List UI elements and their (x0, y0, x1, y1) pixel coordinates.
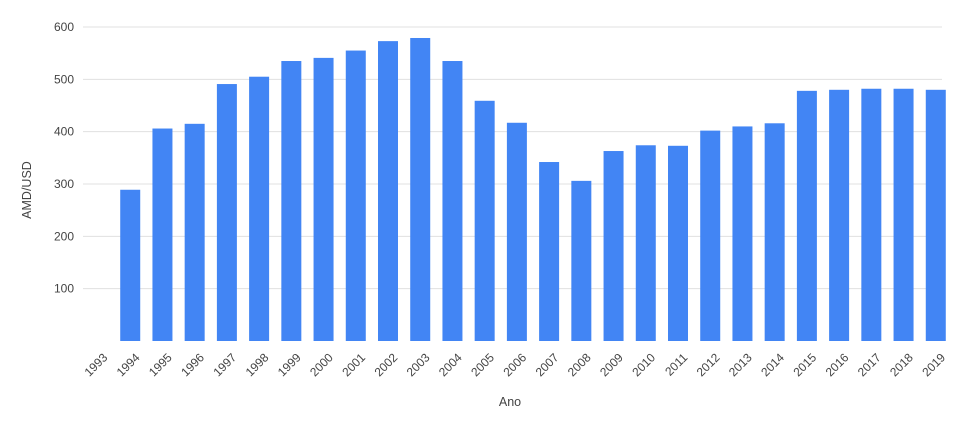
bar (378, 41, 398, 341)
bar (281, 61, 302, 342)
bar (313, 57, 334, 341)
x-axis-title: Ano (499, 395, 521, 409)
x-tick-label: 2003 (404, 350, 433, 379)
x-tick-label: 2016 (823, 350, 852, 379)
y-tick-label: 400 (54, 125, 74, 139)
x-tick-label: 2008 (565, 350, 594, 379)
y-axis-ticks: 100 200 300 400 500 600 (54, 20, 74, 296)
bar (410, 37, 431, 342)
x-tick-label: 2012 (694, 350, 723, 379)
bar (571, 180, 592, 341)
bar (893, 88, 914, 342)
x-tick-label: 1993 (82, 350, 111, 379)
x-tick-label: 2004 (436, 350, 465, 379)
y-axis-title: AMD/USD (20, 161, 34, 219)
bar (861, 88, 882, 342)
bar (700, 130, 721, 341)
x-tick-label: 2013 (726, 350, 755, 379)
bar (668, 145, 688, 341)
y-tick-label: 200 (54, 229, 74, 243)
x-tick-label: 1998 (243, 350, 272, 379)
x-tick-label: 2015 (790, 350, 819, 379)
x-tick-label: 1995 (146, 350, 175, 379)
x-tick-label: 2010 (629, 350, 658, 379)
y-tick-label: 100 (54, 282, 74, 296)
y-tick-label: 300 (54, 177, 74, 191)
x-tick-label: 1997 (210, 350, 239, 379)
bar (345, 50, 366, 342)
bar (474, 100, 495, 341)
bar (603, 151, 624, 341)
x-tick-label: 2000 (307, 350, 336, 379)
x-tick-label: 2006 (500, 350, 529, 379)
x-tick-label: 2007 (533, 350, 562, 379)
y-tick-label: 600 (54, 20, 74, 34)
x-tick-label: 1996 (178, 350, 207, 379)
x-tick-label: 2001 (339, 350, 368, 379)
bar (925, 89, 946, 341)
bar (506, 122, 527, 342)
x-tick-label: 2005 (468, 350, 497, 379)
bar (216, 84, 237, 341)
bar (152, 128, 173, 341)
x-tick-label: 2019 (919, 350, 948, 379)
x-tick-label: 2014 (758, 350, 787, 379)
bar (635, 145, 656, 341)
x-tick-label: 2018 (887, 350, 916, 379)
y-tick-label: 500 (54, 72, 74, 86)
x-tick-label: 1999 (275, 350, 304, 379)
bar (829, 89, 850, 341)
bar (764, 123, 785, 341)
x-tick-label: 2017 (855, 350, 884, 379)
x-axis-ticks: 1993 1994 1995 1996 1997 1998 1999 2000 2001 2002… (82, 350, 949, 379)
bar (120, 189, 141, 341)
bar (249, 76, 270, 341)
x-tick-label: 1994 (114, 350, 143, 379)
bar (184, 123, 205, 341)
bar (539, 162, 560, 341)
bar (442, 61, 463, 342)
x-tick-label: 2009 (597, 350, 626, 379)
x-tick-label: 2011 (662, 350, 690, 378)
bars (120, 37, 946, 342)
bar (796, 90, 817, 341)
bar (732, 126, 753, 341)
x-tick-label: 2002 (372, 350, 401, 379)
